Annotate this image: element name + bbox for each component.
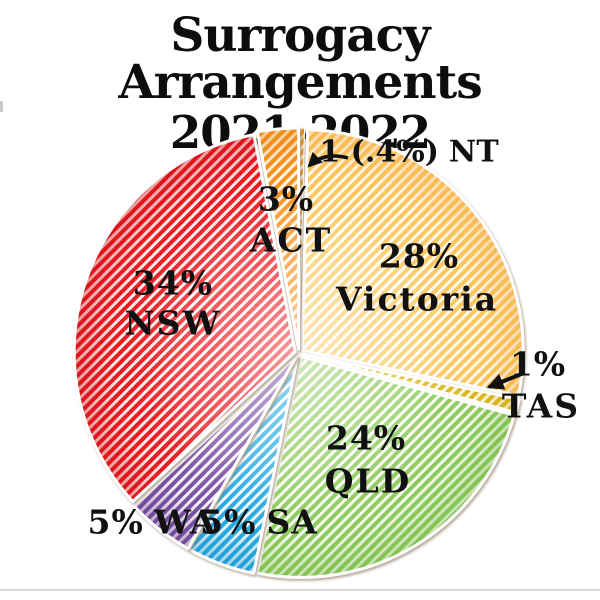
pie-slice-victoria: [300, 128, 525, 398]
label-nsw-name: NSW: [124, 303, 222, 343]
pie-slice-nsw: [72, 133, 297, 504]
label-wa-pct: 5%: [87, 502, 144, 542]
pie-slice-wa: [132, 354, 299, 551]
chart-title: Surrogacy Arrangements 2021-2022: [0, 12, 600, 155]
label-sa-pct: 5%: [200, 502, 257, 542]
pie-slice-act: [255, 126, 301, 351]
label-vic-pct: 28%: [378, 236, 460, 276]
label-qld-pct: 24%: [325, 418, 407, 458]
nt-callout-arrow: [307, 151, 349, 168]
label-nt-name: NT: [448, 134, 499, 170]
label-sa: 5% SA: [200, 503, 318, 542]
label-tas-name: TAS: [501, 386, 581, 426]
label-wa: 5% WA: [88, 503, 217, 542]
label-qld-name: QLD: [324, 461, 412, 501]
label-act-pct: 3%: [257, 179, 315, 219]
label-tas-pct: 1%: [509, 344, 567, 384]
pie-slice-qld: [255, 354, 516, 579]
pie-slice-tas: [301, 352, 521, 415]
label-nsw-pct: 34%: [132, 263, 214, 303]
chart-title-line1: Surrogacy Arrangements: [118, 8, 482, 110]
label-nt: 1 (.4%) NT: [319, 135, 498, 170]
label-vic-name: Victoria: [335, 279, 499, 319]
pie-slice-nt: [298, 127, 306, 350]
label-wa-name: WA: [153, 502, 217, 542]
label-nt-count: 1 (.4%): [319, 134, 439, 170]
tas-callout-arrow: [486, 371, 525, 390]
edge-artifact: [0, 101, 3, 112]
label-sa-name: SA: [266, 502, 318, 542]
label-act-name: ACT: [249, 220, 333, 260]
footer-divider: [0, 589, 600, 591]
